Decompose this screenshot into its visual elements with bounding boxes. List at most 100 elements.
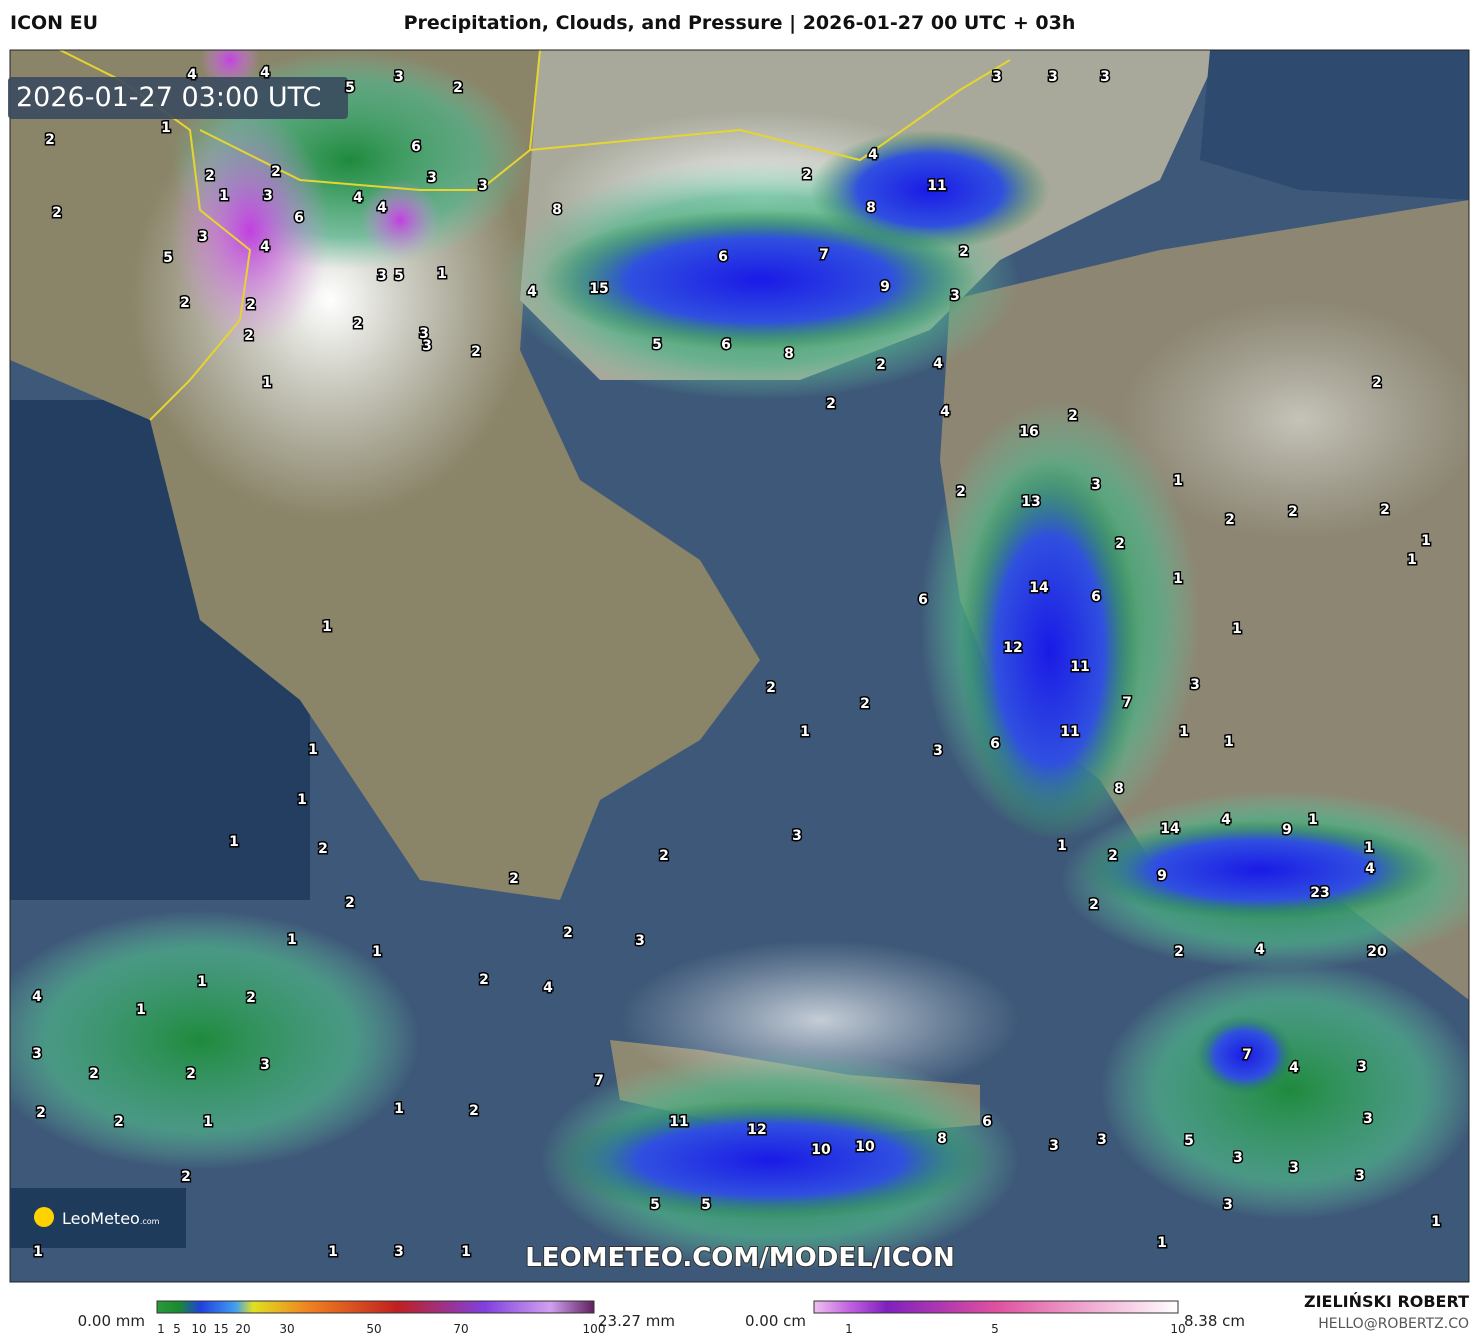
precip-label: 3 [422, 338, 432, 354]
precip-label: 2 [36, 1105, 46, 1121]
precip-label: 2 [244, 328, 254, 344]
precip-label: 7 [819, 247, 829, 263]
precip-label: 6 [1091, 589, 1101, 605]
precip-label: 2 [89, 1066, 99, 1082]
precip-label: 15 [589, 281, 608, 297]
model-name: ICON EU [10, 12, 99, 34]
precip-label: 10 [811, 1142, 831, 1158]
snow-min: 0.00 cm [745, 1312, 806, 1330]
precip-label: 4 [933, 356, 943, 372]
precip-label: 11 [1070, 659, 1089, 675]
precip-label: 1 [1173, 473, 1183, 489]
precip-label: 4 [353, 190, 363, 206]
rain-colorbar [156, 1300, 595, 1314]
precip-label: 3 [394, 69, 404, 85]
rain-tick-label: 100 [583, 1322, 606, 1336]
precip-label: 11 [927, 178, 946, 194]
rain-tick-label: 30 [279, 1322, 294, 1336]
precip-label: 2 [353, 316, 363, 332]
precip-label: 6 [718, 249, 728, 265]
precip-label: 6 [990, 736, 1000, 752]
precip-label: 1 [308, 742, 318, 758]
precip-label: 7 [594, 1073, 604, 1089]
precip-label: 5 [1184, 1133, 1194, 1149]
precip-label: 3 [198, 229, 208, 245]
precip-label: 2 [180, 295, 190, 311]
precip-label: 2 [271, 164, 281, 180]
precip-label: 2 [453, 80, 463, 96]
precip-label: 2 [563, 925, 573, 941]
precip-label: 10 [855, 1139, 875, 1155]
precip-label: 2 [1115, 536, 1125, 552]
precip-label: 1 [33, 1244, 43, 1260]
precip-label: 3 [478, 178, 488, 194]
rain-tick-label: 20 [235, 1322, 250, 1336]
precip-label: 2 [181, 1169, 191, 1185]
precip-label: 1 [461, 1244, 471, 1260]
precip-label: 3 [1190, 677, 1200, 693]
precip-label: 2 [1380, 502, 1390, 518]
precip-label: 1 [219, 188, 229, 204]
rain-tick-label: 50 [366, 1322, 381, 1336]
precip-label: 5 [345, 80, 355, 96]
precip-label: 2 [246, 297, 256, 313]
rain-min: 0.00 mm [78, 1312, 145, 1330]
precip-label: 3 [1363, 1111, 1373, 1127]
precip-label: 13 [1021, 494, 1040, 510]
precip-label: 12 [1003, 640, 1022, 656]
precip-label: 2 [246, 990, 256, 1006]
precip-label: 2 [469, 1103, 479, 1119]
precip-label: 2 [1372, 375, 1382, 391]
precip-label: 8 [937, 1131, 947, 1147]
precip-label: 3 [1223, 1197, 1233, 1213]
precip-label: 1 [1157, 1235, 1167, 1251]
precip-label: 11 [669, 1114, 688, 1130]
precip-label: 2 [826, 396, 836, 412]
precip-label: 1 [287, 932, 297, 948]
precip-label: 3 [1357, 1059, 1367, 1075]
precip-label: 6 [294, 210, 304, 226]
precip-label: 14 [1160, 821, 1180, 837]
precip-label: 3 [1097, 1132, 1107, 1148]
precip-label: 2 [860, 696, 870, 712]
precip-label: 12 [747, 1122, 766, 1138]
rain-tick-label: 70 [453, 1322, 468, 1336]
precip-label: 20 [1367, 944, 1387, 960]
precip-label: 9 [1157, 868, 1167, 884]
logo-name: LeoMeteo [62, 1209, 140, 1228]
precip-label: 2 [876, 357, 886, 373]
precip-label: 1 [203, 1114, 213, 1130]
precip-label: 11 [1060, 724, 1079, 740]
precip-label: 3 [1233, 1150, 1243, 1166]
precip-label: 3 [1091, 477, 1101, 493]
precip-label: 23 [1310, 885, 1329, 901]
precip-label: 7 [1122, 695, 1132, 711]
precip-label: 3 [377, 268, 387, 284]
precip-label: 1 [1173, 571, 1183, 587]
precip-label: 2 [1288, 504, 1298, 520]
precip-label: 2 [471, 344, 481, 360]
precip-label: 1 [1431, 1214, 1441, 1230]
precip-label: 1 [262, 375, 272, 391]
precip-label: 14 [1029, 580, 1049, 596]
precip-label: 1 [136, 1002, 146, 1018]
precip-label: 4 [1221, 812, 1231, 828]
precip-label: 3 [263, 188, 273, 204]
precip-label: 2 [1108, 848, 1118, 864]
precip-label: 4 [1289, 1060, 1299, 1076]
precip-label: 2 [802, 167, 812, 183]
precip-label: 7 [1242, 1047, 1252, 1063]
rain-tick-label: 1 [157, 1322, 165, 1336]
precip-label: 2 [345, 895, 355, 911]
precip-label: 4 [1365, 861, 1375, 877]
precip-label: 3 [427, 170, 437, 186]
precip-label: 2 [186, 1066, 196, 1082]
rain-tick-label: 5 [173, 1322, 181, 1336]
precip-label: 1 [1224, 734, 1234, 750]
precip-label: 2 [479, 972, 489, 988]
precip-label: 4 [940, 404, 950, 420]
precip-label: 4 [260, 239, 270, 255]
precip-label: 3 [419, 326, 429, 342]
precip-label: 4 [260, 65, 270, 81]
